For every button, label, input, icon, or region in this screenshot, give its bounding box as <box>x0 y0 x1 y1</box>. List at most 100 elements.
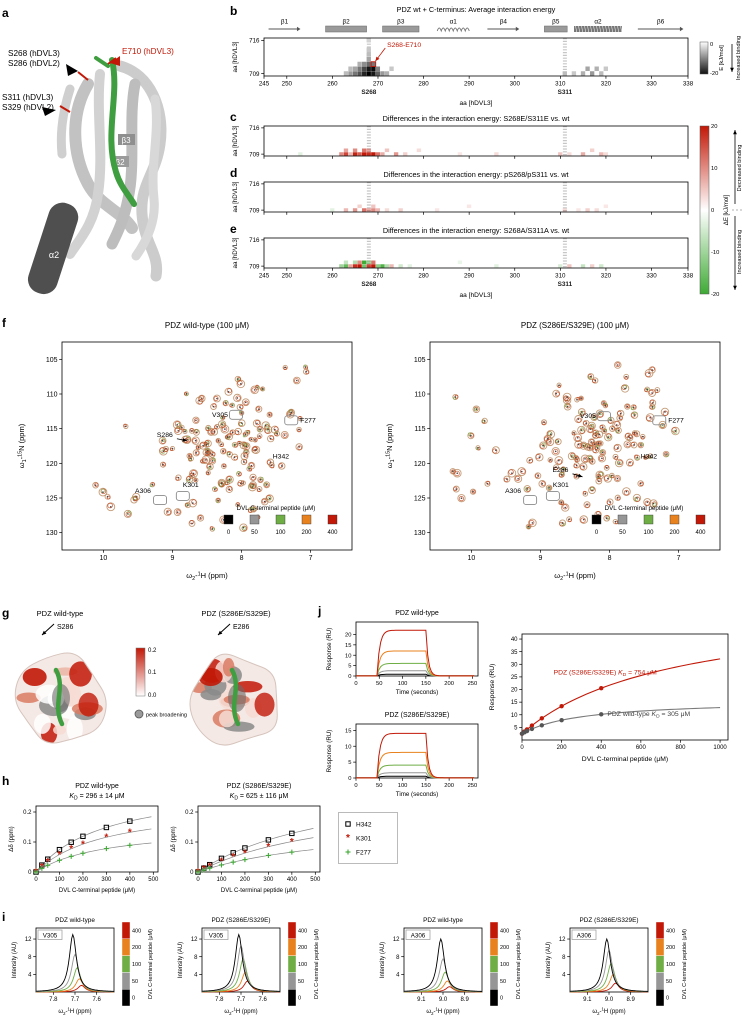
svg-text:*: * <box>231 852 235 863</box>
svg-text:310: 310 <box>555 272 566 279</box>
conc-colorbar-1: 0 50 100 200 400 DVL C-terminal peptide (μM) <box>121 921 154 1007</box>
svg-text:4: 4 <box>194 972 198 978</box>
svg-text:Intensity (AU): Intensity (AU) <box>380 942 386 978</box>
svg-text:20: 20 <box>711 124 717 130</box>
svg-text:7.6: 7.6 <box>92 997 101 1003</box>
svg-text:8: 8 <box>194 955 198 961</box>
svg-text:709: 709 <box>249 151 260 158</box>
svg-text:DVL C-terminal peptide (μM): DVL C-terminal peptide (μM) <box>582 756 668 763</box>
svg-text:V305: V305 <box>212 412 228 419</box>
svg-text:aa [hDVL3]: aa [hDVL3] <box>232 181 239 212</box>
svg-text:35: 35 <box>511 650 518 656</box>
svg-text:12: 12 <box>191 937 198 943</box>
svg-text:α2: α2 <box>594 19 602 26</box>
svg-text:PDZ wild-type (100 μM): PDZ wild-type (100 μM) <box>165 321 250 330</box>
svg-text:ω2-1H (ppm): ω2-1H (ppm) <box>186 571 228 582</box>
svg-text:0.2: 0.2 <box>23 810 32 816</box>
svg-text:9.0: 9.0 <box>605 997 614 1003</box>
svg-text:-20: -20 <box>711 292 719 298</box>
svg-text:10: 10 <box>711 166 717 172</box>
svg-text:9.0: 9.0 <box>439 997 448 1003</box>
label-s329: S329 (hDVL2) <box>2 103 54 112</box>
svg-text:K301: K301 <box>553 482 569 489</box>
svg-text:0: 0 <box>227 530 231 536</box>
svg-text:DVL C-terminal peptide (μM): DVL C-terminal peptide (μM) <box>605 505 684 512</box>
svg-text:V305: V305 <box>209 932 224 939</box>
svg-text:F277: F277 <box>668 417 684 424</box>
svg-text:KD = 625 ± 116 μM: KD = 625 ± 116 μM <box>230 793 289 802</box>
svg-text:7.8: 7.8 <box>215 997 224 1003</box>
svg-text:100: 100 <box>132 962 141 968</box>
svg-text:100: 100 <box>216 877 227 883</box>
svg-text:Differences in the interaction: Differences in the interaction energy: p… <box>383 170 568 179</box>
svg-text:330: 330 <box>646 272 657 279</box>
svg-text:200: 200 <box>666 945 675 951</box>
svg-text:200: 200 <box>444 783 454 789</box>
svg-text:Decreased binding: Decreased binding <box>737 145 742 192</box>
svg-text:260: 260 <box>327 80 338 87</box>
svg-text:50: 50 <box>619 530 626 536</box>
svg-text:100: 100 <box>398 783 408 789</box>
svg-text:50: 50 <box>251 530 258 536</box>
panel-label-j: j <box>318 604 322 618</box>
svg-text:320: 320 <box>601 272 612 279</box>
svg-text:*: * <box>220 856 224 867</box>
svg-text:*: * <box>104 832 108 843</box>
svg-text:ω2-1H (ppm): ω2-1H (ppm) <box>58 1006 91 1015</box>
svg-text:30: 30 <box>511 662 518 668</box>
svg-text:100: 100 <box>643 530 654 536</box>
panel-label-g: g <box>2 606 10 620</box>
svg-text:338: 338 <box>683 80 694 87</box>
surface-broadening-chart: PDZ wild-type PDZ (S286E/S329E) S286 E286 0.… <box>14 609 278 746</box>
panel-label-i: i <box>2 910 6 924</box>
panel-label-e: e <box>230 222 237 236</box>
svg-text:0: 0 <box>500 996 503 1002</box>
svg-text:S268: S268 <box>361 281 376 288</box>
svg-text:320: 320 <box>601 80 612 87</box>
svg-text:K301: K301 <box>183 482 199 489</box>
svg-text:290: 290 <box>464 272 475 279</box>
svg-text:Increased binding: Increased binding <box>737 230 742 274</box>
svg-text:709: 709 <box>249 71 260 78</box>
arrow-to-s268-icon <box>66 64 78 76</box>
svg-text:ΔE [kJ/mol]: ΔE [kJ/mol] <box>724 195 730 226</box>
svg-text:PDZ (S286E/S329E): PDZ (S286E/S329E) <box>227 783 292 790</box>
svg-text:400: 400 <box>132 928 141 934</box>
svg-text:15: 15 <box>345 643 351 649</box>
svg-text:DVL C-terminal peptide (μM): DVL C-terminal peptide (μM) <box>682 929 688 999</box>
svg-text:245: 245 <box>259 80 270 87</box>
svg-text:115: 115 <box>414 426 425 433</box>
svg-text:0: 0 <box>710 42 713 48</box>
beta3-tag <box>118 134 135 145</box>
svg-text:50: 50 <box>666 979 672 985</box>
svg-text:7: 7 <box>309 555 313 562</box>
svg-text:300: 300 <box>101 877 112 883</box>
svg-text:Intensity (AU): Intensity (AU) <box>12 942 18 978</box>
heatmap-e-chart: 245 250 260 270 280 290 300 310 320 330 338 709 716 S… <box>232 226 694 299</box>
svg-text:PDZ wild-type: PDZ wild-type <box>55 917 95 924</box>
svg-text:100: 100 <box>298 962 307 968</box>
heatmap-d-chart: 709 716 Differences in the interaction ene… <box>232 170 689 215</box>
svg-text:ω2-1H (ppm): ω2-1H (ppm) <box>592 1006 625 1015</box>
svg-text:*: * <box>46 857 50 868</box>
svg-text:DVL C-terminal peptide (μM): DVL C-terminal peptide (μM) <box>59 888 135 894</box>
svg-text:*: * <box>243 848 247 859</box>
beta2-tag <box>112 156 129 167</box>
svg-text:600: 600 <box>636 745 647 751</box>
svg-text:12: 12 <box>393 937 400 943</box>
titration-legend: H342 * K301 F277 <box>338 812 398 864</box>
svg-text:E286: E286 <box>233 624 249 631</box>
svg-text:aa [hDVL3]: aa [hDVL3] <box>460 100 493 107</box>
conc-colorbar-2: 0 50 100 200 400 DVL C-terminal peptide (μM) <box>287 921 320 1007</box>
svg-text:F277: F277 <box>356 850 371 857</box>
svg-text:β3: β3 <box>397 19 405 26</box>
svg-text:S286: S286 <box>57 624 73 631</box>
svg-text:300: 300 <box>510 272 521 279</box>
svg-text:200: 200 <box>669 530 680 536</box>
svg-text:8: 8 <box>396 955 400 961</box>
svg-text:DVL C-terminal peptide (μM): DVL C-terminal peptide (μM) <box>516 929 522 999</box>
svg-text:400: 400 <box>125 877 136 883</box>
svg-text:338: 338 <box>683 272 694 279</box>
svg-text:150: 150 <box>421 783 431 789</box>
nmr-wildtype-chart: 10 9 8 7 105 110 115 120 125 130 V305 F277 S286 H342 A… <box>17 321 353 582</box>
